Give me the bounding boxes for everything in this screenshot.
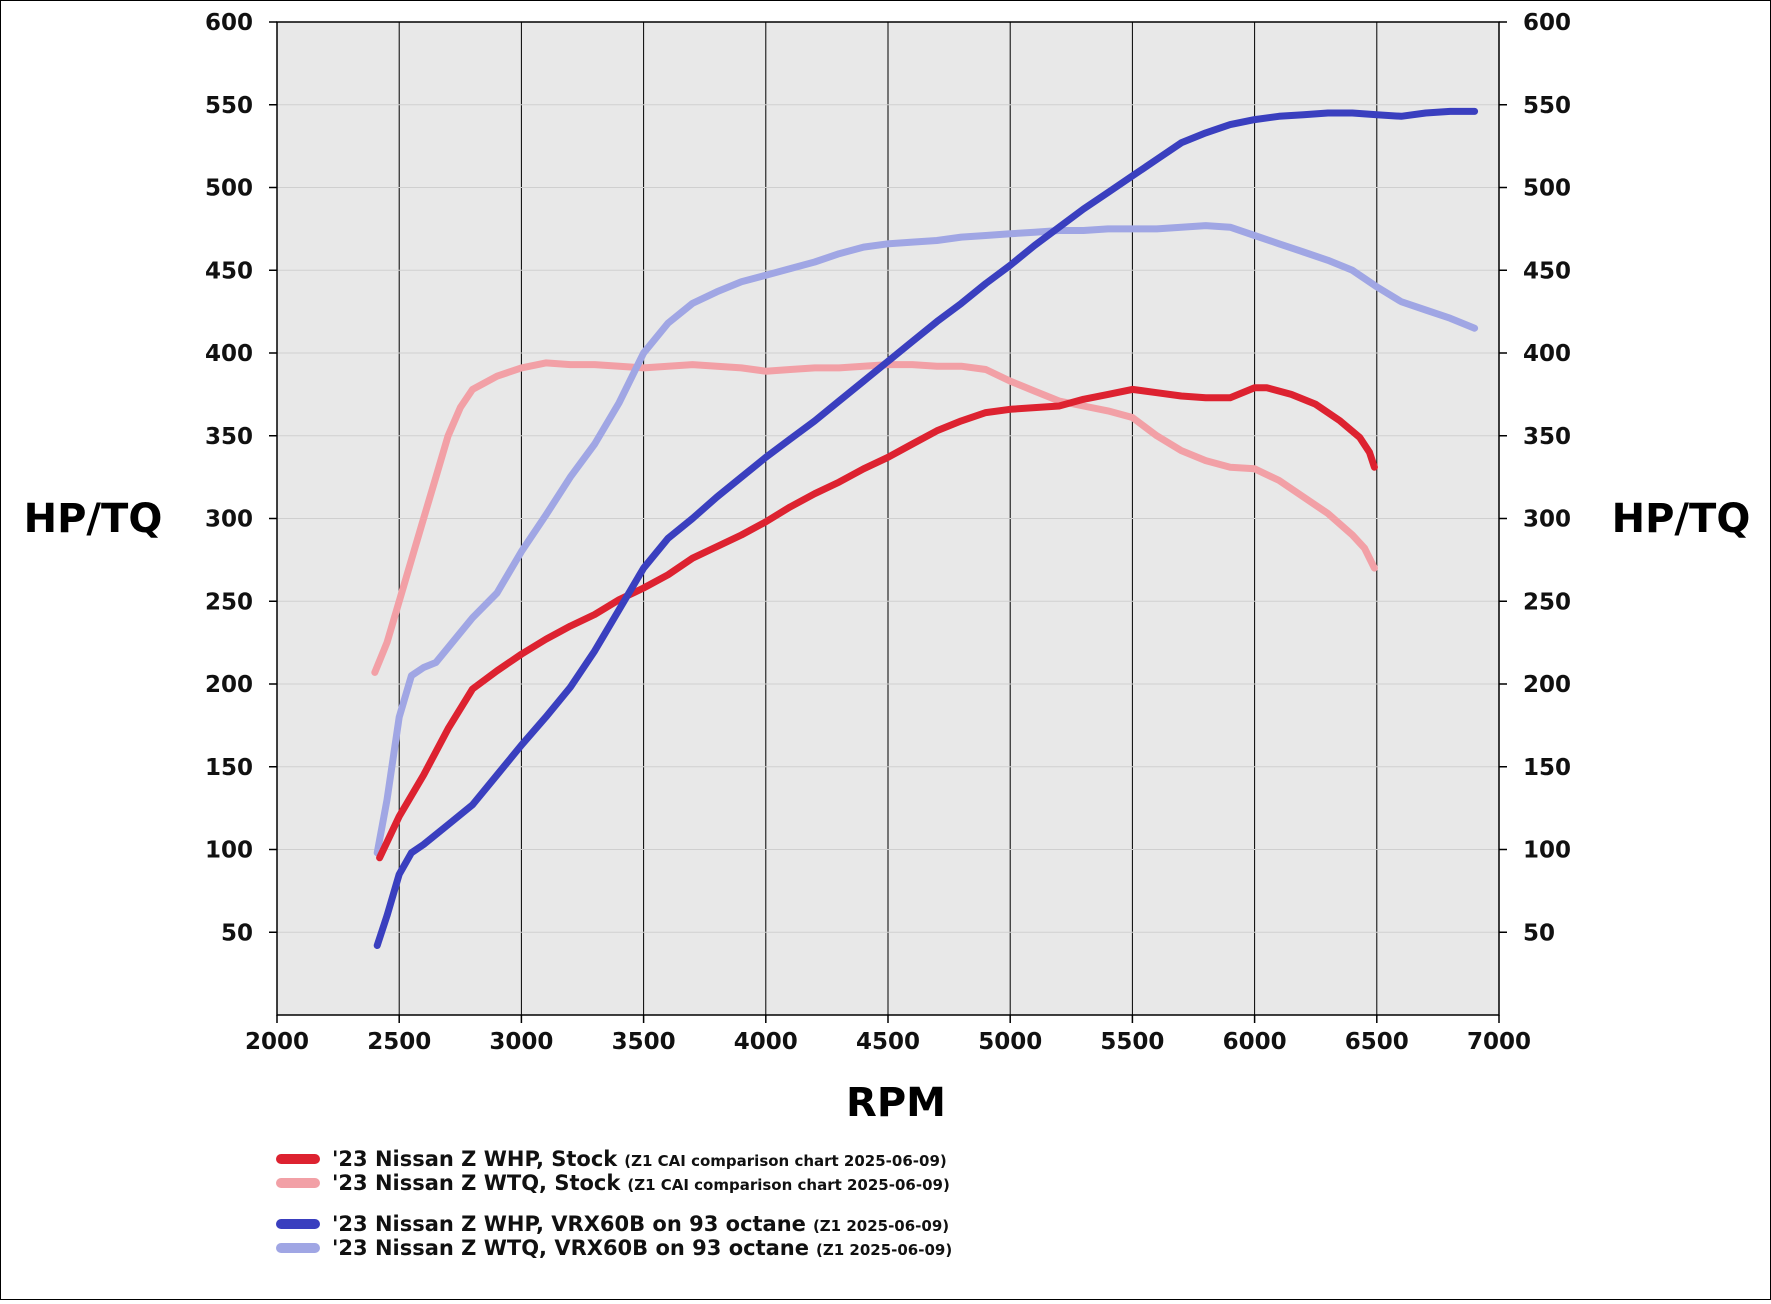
y-tick-label-left: 100: [205, 838, 253, 864]
y-axis-title-right: HP/TQ: [1612, 496, 1751, 542]
x-tick-label: 2000: [245, 1029, 309, 1055]
y-tick-label-right: 350: [1523, 424, 1571, 450]
y-tick-label-right: 400: [1523, 341, 1571, 367]
legend-label: '23 Nissan Z WTQ, Stock (Z1 CAI compariso…: [332, 1171, 950, 1195]
y-tick-label-left: 150: [205, 755, 253, 781]
x-tick-label: 6000: [1223, 1029, 1287, 1055]
y-tick-label-right: 600: [1523, 10, 1571, 36]
legend-series-name: '23 Nissan Z WTQ, VRX60B on 93 octane: [332, 1236, 809, 1260]
y-tick-label-right: 150: [1523, 755, 1571, 781]
legend-series-name: '23 Nissan Z WHP, Stock: [332, 1147, 618, 1171]
x-tick-label: 3000: [489, 1029, 553, 1055]
legend-series-note: (Z1 CAI comparison chart 2025-06-09): [624, 1152, 946, 1170]
legend-series-name: '23 Nissan Z WTQ, Stock: [332, 1171, 621, 1195]
x-tick-label: 7000: [1467, 1029, 1531, 1055]
y-tick-label-right: 200: [1523, 672, 1571, 698]
series-line-vrx60b-wtq: [373, 222, 1479, 857]
x-tick-label: 3500: [612, 1029, 676, 1055]
y-tick-label-right: 550: [1523, 93, 1571, 119]
y-tick-label-left: 550: [205, 93, 253, 119]
y-tick-label-left: 50: [221, 920, 253, 946]
y-tick-label-left: 400: [205, 341, 253, 367]
y-tick-label-left: 500: [205, 176, 253, 202]
series-line-stock-whp: [376, 384, 1378, 862]
x-tick-label: 5500: [1100, 1029, 1164, 1055]
legend-series-note: (Z1 CAI comparison chart 2025-06-09): [627, 1176, 949, 1194]
y-tick-label-left: 350: [205, 424, 253, 450]
legend-series-note: (Z1 2025-06-09): [813, 1217, 949, 1235]
tick-labels: 2000 2500 3000 3500 4000 4500 5000 5500 6000 6500…: [205, 10, 1571, 1055]
legend: '23 Nissan Z WHP, Stock (Z1 CAI compariso…: [276, 1147, 952, 1260]
series-layer: [371, 107, 1479, 949]
y-tick-label-right: 100: [1523, 838, 1571, 864]
y-tick-label-right: 250: [1523, 589, 1571, 615]
x-tick-label: 6500: [1345, 1029, 1409, 1055]
y-tick-label-left: 250: [205, 589, 253, 615]
y-axis-title-left: HP/TQ: [24, 496, 163, 542]
y-tick-label-left: 600: [205, 10, 253, 36]
y-tick-label-left: 450: [205, 258, 253, 284]
x-tick-label: 2500: [367, 1029, 431, 1055]
x-tick-label: 4000: [734, 1029, 798, 1055]
legend-series-note: (Z1 2025-06-09): [816, 1241, 952, 1259]
legend-label: '23 Nissan Z WTQ, VRX60B on 93 octane (Z1…: [332, 1236, 952, 1260]
x-tick-label: 5000: [978, 1029, 1042, 1055]
legend-label: '23 Nissan Z WHP, VRX60B on 93 octane (Z1…: [332, 1212, 949, 1236]
y-tick-label-left: 200: [205, 672, 253, 698]
y-tick-label-right: 500: [1523, 176, 1571, 202]
x-axis-title: RPM: [846, 1080, 946, 1126]
y-tick-label-right: 300: [1523, 507, 1571, 533]
legend-label: '23 Nissan Z WHP, Stock (Z1 CAI compariso…: [332, 1147, 947, 1171]
series-line-vrx60b-whp: [373, 107, 1479, 949]
x-tick-label: 4500: [856, 1029, 920, 1055]
y-tick-label-left: 300: [205, 507, 253, 533]
series-line-stock-wtq: [371, 359, 1378, 676]
y-tick-label-right: 450: [1523, 258, 1571, 284]
legend-series-name: '23 Nissan Z WHP, VRX60B on 93 octane: [332, 1212, 806, 1236]
y-tick-label-right: 50: [1523, 920, 1555, 946]
